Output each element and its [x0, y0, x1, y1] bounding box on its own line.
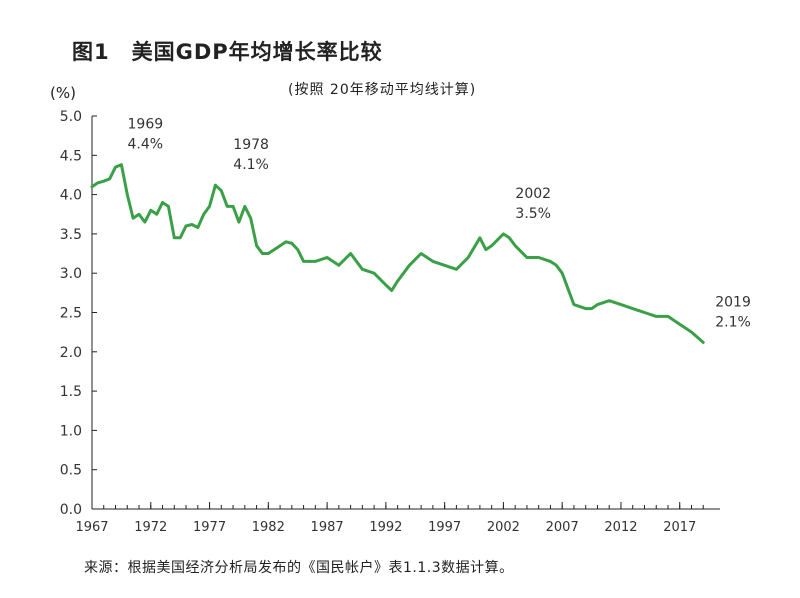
annotation-value: 4.4%	[128, 137, 164, 153]
y-tick-label: 0.0	[60, 502, 82, 518]
figure-title: 美国GDP年均增长率比较	[131, 40, 383, 64]
x-tick-label: 1997	[428, 520, 461, 535]
source-note: 来源：根据美国经济分析局发布的《国民帐户》表1.1.3数据计算。	[84, 560, 514, 576]
annotation-value: 2.1%	[715, 314, 751, 330]
x-tick-label: 1992	[369, 520, 402, 535]
y-tick-label: 3.0	[60, 266, 82, 282]
y-tick-label: 4.0	[60, 188, 82, 204]
annotation-value: 4.1%	[233, 157, 269, 173]
x-tick-label: 2007	[546, 520, 579, 535]
x-tick-label: 1967	[75, 520, 108, 535]
y-tick-label: 5.0	[60, 109, 82, 125]
annotation-year: 1969	[128, 117, 164, 133]
x-tick-label: 2012	[604, 520, 637, 535]
y-tick-label: 3.5	[60, 227, 82, 243]
y-tick-label: 0.5	[60, 463, 82, 479]
x-tick-label: 1982	[252, 520, 285, 535]
annotation-value: 3.5%	[515, 206, 551, 222]
x-tick-label: 1977	[193, 520, 226, 535]
y-tick-label: 2.0	[60, 345, 82, 361]
y-tick-label: 2.5	[60, 306, 82, 322]
annotation-year: 1978	[233, 137, 269, 153]
y-tick-label: 1.5	[60, 384, 82, 400]
x-tick-label: 1972	[134, 520, 167, 535]
figure-number: 图1	[72, 40, 110, 64]
y-tick-label: 4.5	[60, 148, 82, 164]
annotation-year: 2019	[715, 294, 751, 310]
x-tick-label: 2002	[487, 520, 520, 535]
growth-rate-series-line	[90, 163, 705, 344]
y-axis-unit: (%)	[50, 84, 76, 102]
annotation-year: 2002	[515, 186, 551, 202]
y-tick-label: 1.0	[60, 423, 82, 439]
x-tick-label: 1987	[311, 520, 344, 535]
chart-title: 图1 美国GDP年均增长率比较	[72, 36, 383, 66]
chart-subtitle: (按照 20年移动平均线计算)	[288, 82, 477, 98]
x-tick-label: 2017	[663, 520, 696, 535]
